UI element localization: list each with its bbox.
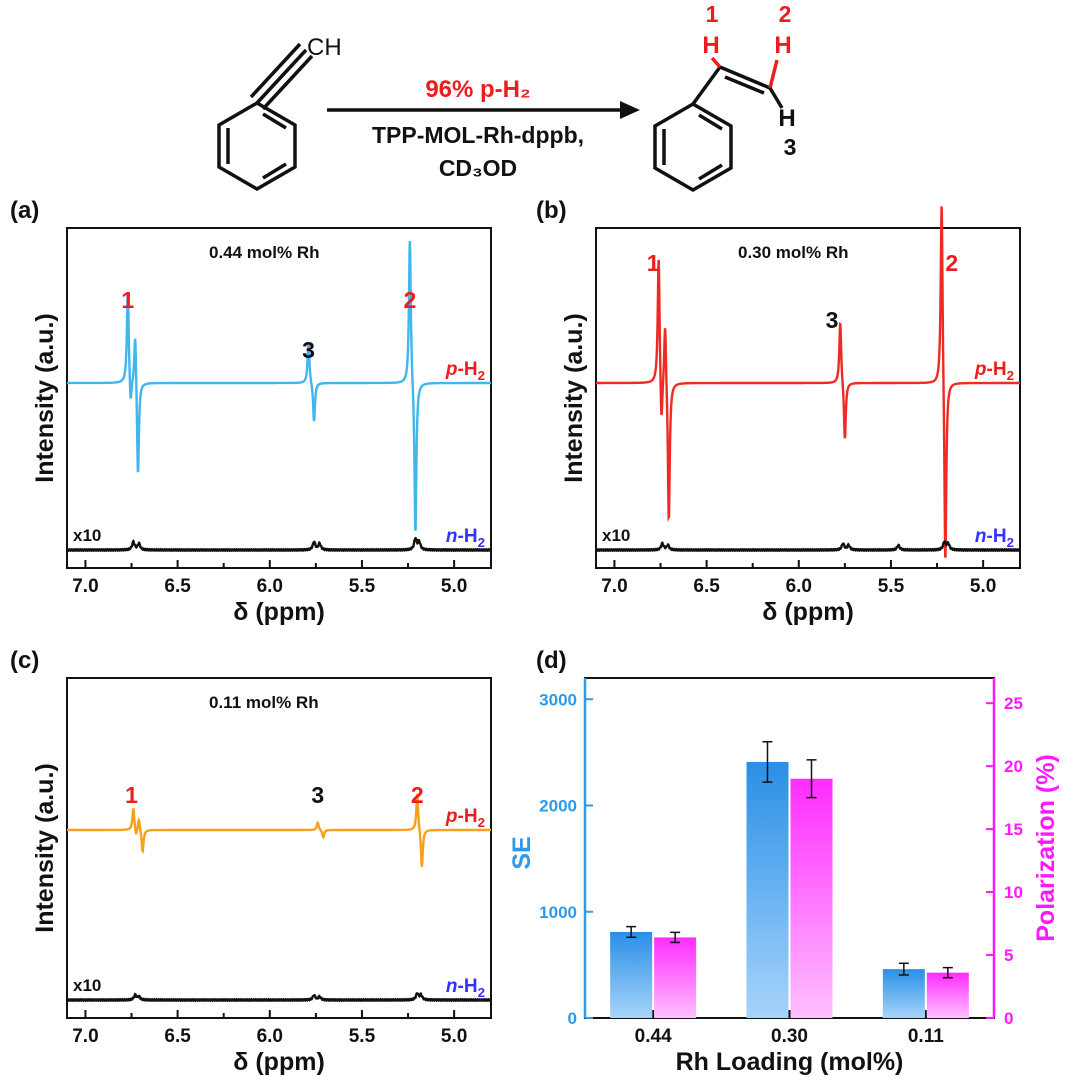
x-axis-label: δ (ppm)	[762, 598, 854, 626]
bar-chart-panel: (d) 0 1000 2000 3000 0 5 10 15 20 25 SE Polarization…	[508, 647, 1060, 1076]
x-axis-label: δ (ppm)	[233, 1048, 325, 1076]
scale-factor-label: x10	[602, 526, 630, 545]
left-y-tick-label: 2000	[539, 797, 577, 816]
polarization-bar	[790, 778, 833, 1018]
n-h2-spectrum-line	[65, 991, 493, 1003]
arrow-top-label: 96% p-H₂	[425, 76, 530, 103]
x-tick-label: 5.0	[970, 576, 996, 597]
reaction-scheme: CH 96% p-H₂ TPP-MOL-Rh-dppb, CD₃OD 1 H 2…	[217, 1, 797, 193]
scale-factor-label: x10	[73, 976, 101, 995]
x-tick-label: 7.0	[72, 576, 98, 597]
product-h3-atom: H	[778, 105, 795, 132]
x-tick-label: 6.0	[786, 576, 812, 597]
right-y-axis-label: Polarization (%)	[1032, 754, 1060, 942]
x-tick-label: 5.0	[441, 1026, 467, 1047]
peak-label: 2	[403, 287, 416, 313]
se-bar	[746, 761, 789, 1018]
left-y-tick-label: 3000	[539, 690, 577, 709]
series-label: p-H2	[445, 359, 485, 383]
x-tick-label: 6.0	[257, 576, 283, 597]
x-tick-label: 5.5	[878, 576, 905, 597]
alkyne-ch-label: CH	[307, 34, 342, 61]
peak-label: 1	[647, 250, 660, 276]
x-tick-label: 0.30	[771, 1026, 808, 1047]
right-y-tick-label: 15	[1004, 820, 1023, 839]
y-axis-label: Intensity (a.u.)	[31, 763, 59, 932]
right-y-tick-label: 10	[1004, 883, 1023, 902]
peak-label: 2	[411, 782, 424, 808]
product-h1-atom: H	[702, 32, 719, 59]
reaction-arrow	[327, 101, 640, 119]
series-label: p-H2	[974, 359, 1014, 383]
product-h2-atom: H	[774, 32, 791, 59]
x-tick-label: 6.5	[693, 576, 720, 597]
product-h1-number: 1	[706, 1, 719, 27]
right-y-tick-label: 20	[1004, 757, 1023, 776]
series-label: n-H2	[446, 976, 485, 1000]
left-y-tick-label: 1000	[539, 903, 577, 922]
nmr-panel-1: (a) 0.44 mol% Rh 7.0 6.5 6.0 5.5 5.0 δ (ppm) Int…	[10, 197, 493, 626]
x-tick-label: 5.5	[349, 576, 376, 597]
y-axis-label: Intensity (a.u.)	[31, 313, 59, 482]
arrow-bottom-label-1: TPP-MOL-Rh-dppb,	[372, 122, 584, 148]
product-h2-number: 2	[779, 1, 792, 27]
panel-label: (a)	[10, 197, 39, 224]
nmr-panel-3: (c) 0.11 mol% Rh 7.0 6.5 6.0 5.5 5.0 δ (ppm) Int…	[10, 647, 493, 1076]
x-axis-label: δ (ppm)	[233, 598, 325, 626]
phenylacetylene-structure	[217, 42, 314, 192]
rh-loading-annotation: 0.11 mol% Rh	[209, 693, 319, 712]
peak-label: 3	[302, 337, 315, 363]
se-bar	[610, 931, 653, 1018]
x-axis-label: Rh Loading (mol%)	[676, 1048, 904, 1076]
peak-label: 2	[945, 250, 958, 276]
rh-loading-annotation: 0.30 mol% Rh	[738, 243, 849, 262]
x-tick-label: 6.0	[257, 1026, 283, 1047]
p-h2-spectrum-line	[67, 240, 491, 532]
plot-frame	[66, 227, 492, 569]
p-h2-spectrum-line	[67, 793, 491, 868]
nmr-panel-2: (b) 0.30 mol% Rh 7.0 6.5 6.0 5.5 5.0 δ (ppm) Int…	[536, 197, 1022, 626]
peak-label: 1	[125, 782, 138, 808]
right-y-tick-label: 25	[1004, 694, 1023, 713]
x-tick-label: 7.0	[72, 1026, 98, 1047]
series-label: n-H2	[975, 526, 1014, 550]
chart-panels: (a) 0.44 mol% Rh 7.0 6.5 6.0 5.5 5.0 δ (ppm) Int…	[10, 197, 1060, 1076]
styrene-structure	[653, 56, 784, 193]
series-label: n-H2	[446, 526, 485, 550]
x-tick-label: 0.44	[635, 1026, 672, 1047]
peak-label: 3	[311, 782, 324, 808]
rh-loading-annotation: 0.44 mol% Rh	[209, 243, 320, 262]
peak-label: 1	[121, 287, 134, 313]
panel-label: (c)	[10, 647, 39, 674]
series-label: p-H2	[445, 806, 485, 830]
n-h2-spectrum-line	[594, 540, 1022, 553]
arrow-bottom-label-2: CD₃OD	[439, 155, 517, 181]
p-h2-spectrum-line	[596, 206, 1020, 558]
x-tick-label: 6.5	[164, 1026, 191, 1047]
x-tick-label: 6.5	[164, 576, 191, 597]
x-tick-label: 5.0	[441, 576, 467, 597]
left-y-tick-label: 0	[568, 1009, 577, 1028]
peak-label: 3	[826, 307, 839, 333]
scale-factor-label: x10	[73, 526, 101, 545]
panel-label: (d)	[536, 647, 567, 674]
product-h3-number: 3	[784, 134, 797, 160]
right-y-tick-label: 5	[1004, 946, 1013, 965]
polarization-bar	[654, 937, 697, 1018]
plot-frame	[66, 677, 492, 1019]
x-tick-label: 7.0	[601, 576, 627, 597]
right-y-tick-label: 0	[1004, 1009, 1013, 1028]
polarization-bar	[926, 972, 969, 1018]
se-bar	[882, 969, 925, 1018]
left-y-axis-label: SE	[508, 836, 536, 869]
n-h2-spectrum-line	[65, 536, 493, 553]
plot-frame	[595, 227, 1021, 569]
panel-label: (b)	[536, 197, 567, 224]
y-axis-label: Intensity (a.u.)	[560, 313, 588, 482]
x-tick-label: 0.11	[908, 1026, 944, 1047]
x-tick-label: 5.5	[349, 1026, 376, 1047]
